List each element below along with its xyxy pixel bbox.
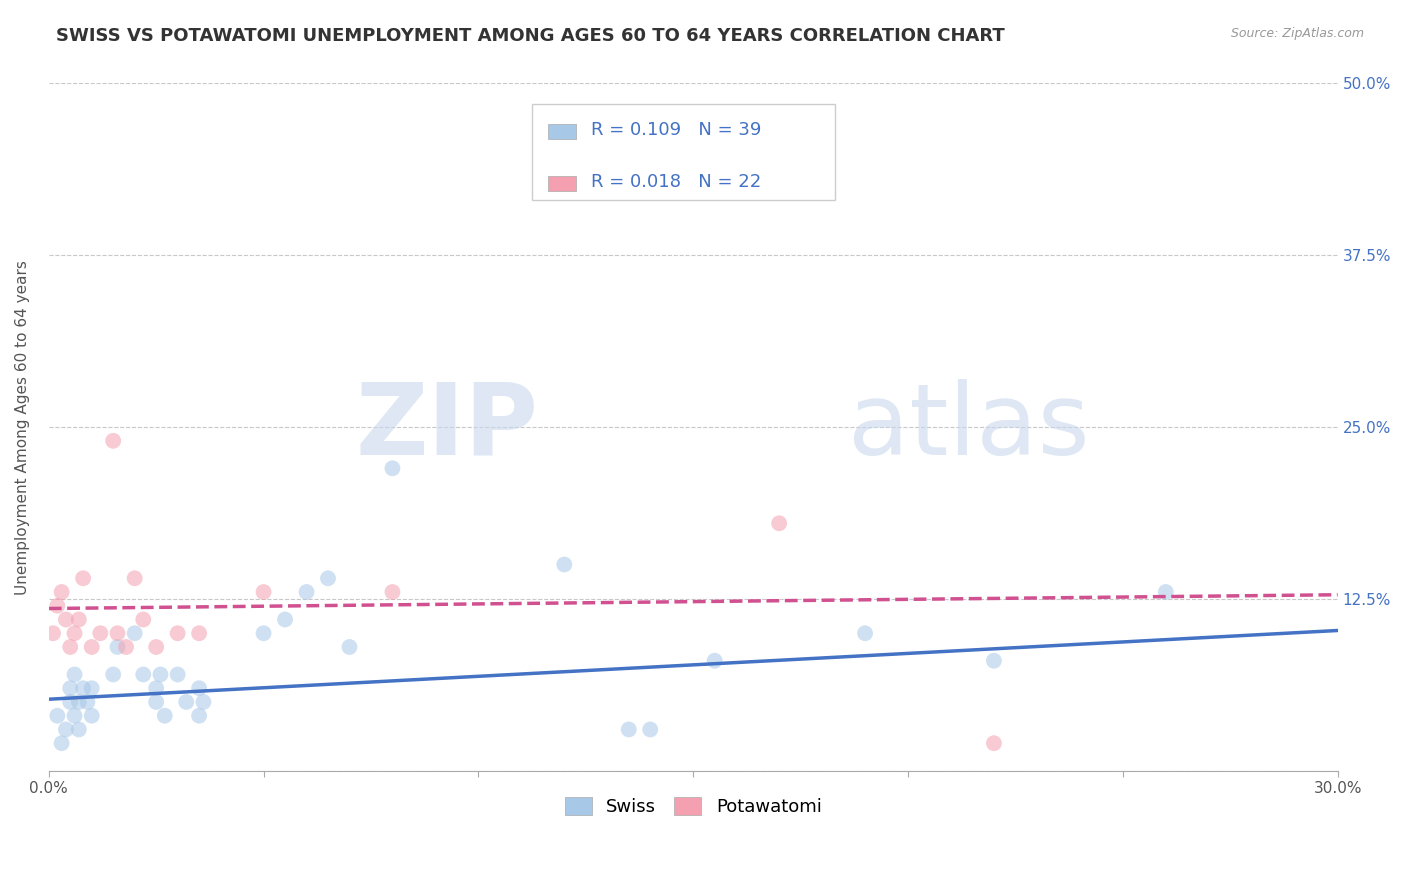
Point [103, 434, 125, 448]
Point [193, 695, 215, 709]
Point [107, 640, 129, 654]
Point [295, 585, 318, 599]
Point [67, 723, 90, 737]
FancyBboxPatch shape [547, 176, 576, 191]
Point [132, 613, 155, 627]
Point [188, 681, 211, 696]
Point [103, 667, 125, 681]
Point [983, 654, 1005, 668]
Point [638, 723, 661, 737]
Point [252, 626, 274, 640]
Point [89, 626, 111, 640]
Point [63, 708, 86, 723]
Point [703, 654, 725, 668]
Point [46, 599, 69, 613]
Point [63, 667, 86, 681]
Text: Source: ZipAtlas.com: Source: ZipAtlas.com [1230, 27, 1364, 40]
Text: R = 0.018   N = 22: R = 0.018 N = 22 [592, 172, 762, 191]
Text: SWISS VS POTAWATOMI UNEMPLOYMENT AMONG AGES 60 TO 64 YEARS CORRELATION CHART: SWISS VS POTAWATOMI UNEMPLOYMENT AMONG A… [56, 27, 1005, 45]
Point [145, 640, 167, 654]
Point [107, 626, 129, 640]
Point [166, 667, 188, 681]
Point [59, 695, 82, 709]
Point [768, 516, 790, 531]
Point [174, 695, 197, 709]
Point [124, 626, 146, 640]
Point [80, 681, 103, 696]
Point [51, 585, 73, 599]
Point [51, 736, 73, 750]
Point [381, 461, 404, 475]
Point [72, 681, 94, 696]
Text: R = 0.109   N = 39: R = 0.109 N = 39 [592, 121, 762, 139]
Point [55, 723, 77, 737]
Point [188, 626, 211, 640]
Point [145, 681, 167, 696]
Point [252, 585, 274, 599]
Legend: Swiss, Potawatomi: Swiss, Potawatomi [558, 789, 830, 823]
Point [149, 667, 172, 681]
Y-axis label: Unemployment Among Ages 60 to 64 years: Unemployment Among Ages 60 to 64 years [15, 260, 30, 594]
Point [153, 708, 176, 723]
Point [76, 695, 98, 709]
Point [55, 613, 77, 627]
Point [145, 695, 167, 709]
Point [63, 626, 86, 640]
Point [80, 708, 103, 723]
Point [124, 571, 146, 585]
Point [381, 585, 404, 599]
Point [72, 571, 94, 585]
Point [115, 640, 138, 654]
Text: ZIP: ZIP [356, 378, 538, 475]
FancyBboxPatch shape [547, 124, 576, 139]
Point [59, 640, 82, 654]
FancyBboxPatch shape [531, 104, 835, 201]
Point [67, 613, 90, 627]
Point [80, 640, 103, 654]
Point [553, 558, 575, 572]
Point [67, 695, 90, 709]
Point [1154, 585, 1177, 599]
Point [339, 640, 361, 654]
Point [46, 708, 69, 723]
Point [132, 667, 155, 681]
Point [853, 626, 876, 640]
Point [274, 613, 297, 627]
Point [617, 723, 640, 737]
Point [166, 626, 188, 640]
Text: atlas: atlas [848, 378, 1090, 475]
Point [59, 681, 82, 696]
Point [188, 708, 211, 723]
Point [316, 571, 339, 585]
Point [42, 626, 65, 640]
Point [983, 736, 1005, 750]
